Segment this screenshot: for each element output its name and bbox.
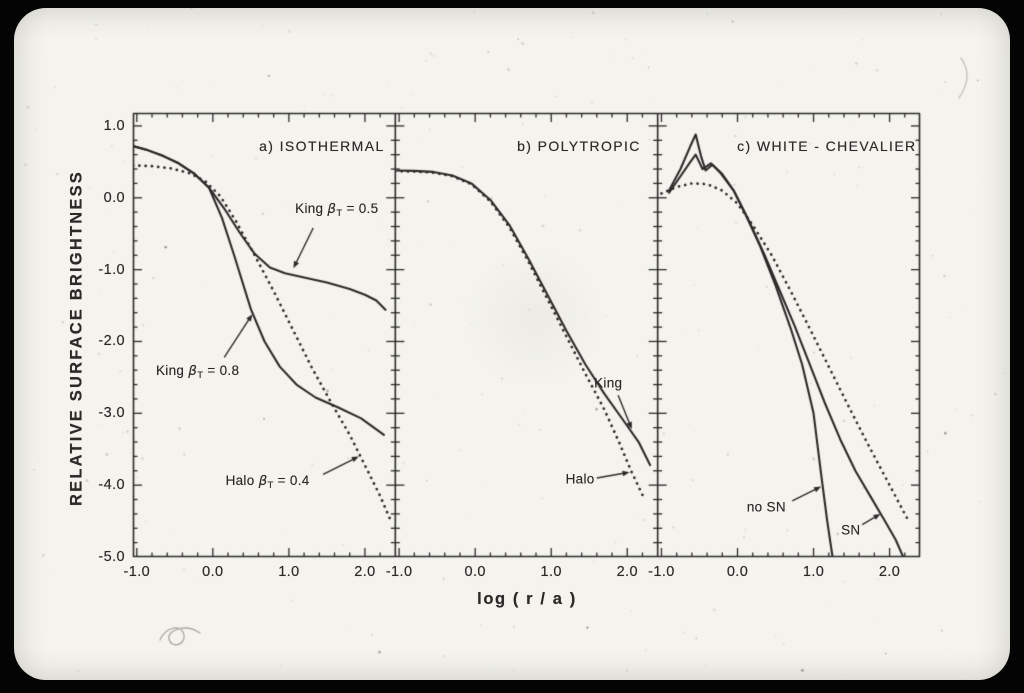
y-tick-label: 0.0 — [103, 189, 125, 206]
curve-label-text: Halo — [565, 471, 595, 487]
x-tick-label: -1.0 — [648, 564, 675, 580]
curve-label-text: King — [155, 362, 189, 378]
beta-symbol: β — [327, 200, 337, 217]
curve-label: King — [594, 376, 622, 391]
x-tick-label: 2.0 — [354, 564, 376, 580]
x-tick-label: 0.0 — [464, 564, 486, 580]
curve-label-text: SN — [841, 522, 861, 538]
curve-label-text: King — [594, 375, 623, 391]
curve-label: King βT = 0.5 — [295, 201, 378, 219]
y-tick-label: -3.0 — [98, 405, 125, 422]
y-tick-label: 1.0 — [103, 117, 125, 134]
slide-card: RELATIVE SURFACE BRIGHTNESS log ( r / a … — [14, 8, 1010, 680]
panel-title: b) POLYTROPIC — [517, 138, 641, 154]
y-tick-label: -5.0 — [98, 549, 125, 565]
subscript: T — [336, 207, 343, 219]
x-tick-label: 2.0 — [616, 564, 638, 580]
curve-label: Halo — [566, 472, 595, 487]
x-tick-label: -1.0 — [123, 564, 151, 580]
x-axis-title: log ( r / a ) — [477, 590, 577, 608]
y-tick-label: -2.0 — [98, 333, 125, 350]
x-tick-label: 2.0 — [878, 564, 901, 580]
subscript: T — [267, 479, 274, 491]
curve-label-text: King — [295, 200, 328, 216]
x-tick-label: 0.0 — [202, 564, 224, 580]
y-tick-label: -4.0 — [98, 477, 125, 494]
x-tick-label: 1.0 — [802, 564, 825, 580]
y-axis-title: RELATIVE SURFACE BRIGHTNESS — [67, 170, 86, 506]
subscript: T — [197, 369, 204, 381]
panel-title: a) ISOTHERMAL — [259, 138, 385, 154]
curve-label-text: Halo — [225, 472, 259, 488]
curve-label: King βT = 0.8 — [156, 363, 239, 381]
x-tick-label: -1.0 — [385, 564, 413, 580]
x-tick-label: 1.0 — [540, 564, 562, 580]
curve-label-text: = 0.5 — [342, 200, 379, 216]
curve-label: no SN — [747, 500, 786, 515]
x-tick-label: 1.0 — [278, 564, 300, 580]
panel-title: c) WHITE - CHEVALIER — [737, 138, 917, 154]
curve-label: SN — [841, 523, 860, 538]
curve-label-text: = 0.8 — [203, 362, 240, 378]
y-tick-label: -1.0 — [98, 261, 125, 278]
beta-symbol: β — [258, 472, 268, 489]
curve-label-text: no SN — [746, 499, 786, 515]
figure-canvas — [14, 8, 1010, 680]
curve-label: Halo βT = 0.4 — [226, 473, 310, 491]
beta-symbol: β — [188, 362, 198, 379]
curve-label-text: = 0.4 — [273, 472, 310, 488]
x-tick-label: 0.0 — [726, 564, 749, 580]
